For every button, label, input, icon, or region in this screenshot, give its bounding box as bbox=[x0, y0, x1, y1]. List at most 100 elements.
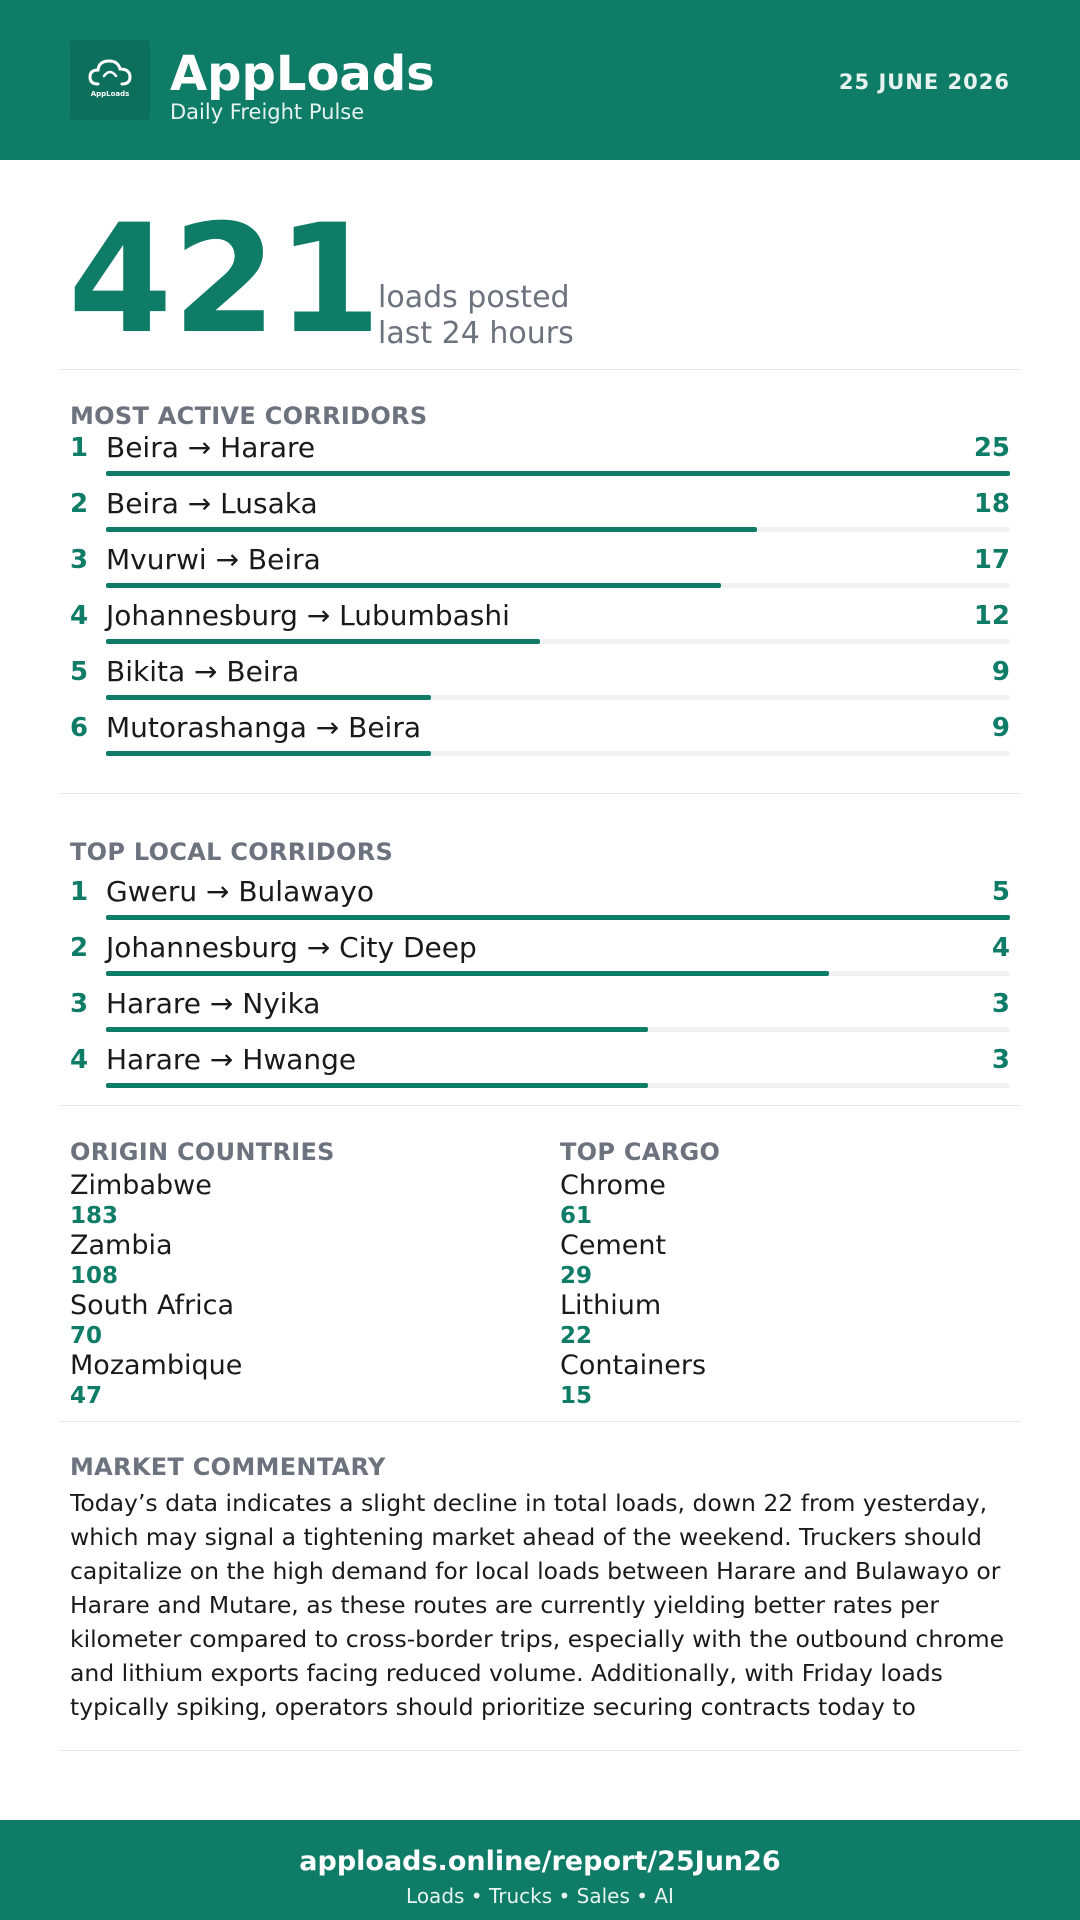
top-local-row: 2 Johannesburg → City Deep 4 bbox=[70, 931, 1010, 989]
bar-track bbox=[106, 583, 1010, 588]
bar-fill bbox=[106, 915, 1010, 920]
bar-track bbox=[106, 751, 1010, 756]
cargo-type-name: Cement bbox=[560, 1230, 667, 1261]
report-url-link[interactable]: apploads.online/report/25Jun26 bbox=[299, 1846, 781, 1877]
rank-number: 6 bbox=[70, 713, 89, 743]
corridor-count: 3 bbox=[991, 1045, 1010, 1075]
divider bbox=[60, 1750, 1020, 1751]
origin-country-count: 183 bbox=[70, 1203, 119, 1229]
footer-tagline: Loads • Trucks • Sales • AI bbox=[406, 1884, 674, 1908]
corridor-count: 9 bbox=[991, 657, 1010, 687]
corridor-count: 9 bbox=[991, 713, 1010, 743]
origin-country-count: 108 bbox=[70, 1263, 119, 1289]
corridor-count: 18 bbox=[973, 489, 1010, 519]
divider bbox=[60, 369, 1020, 370]
top-cargo-title: TOP CARGO bbox=[560, 1138, 721, 1166]
total-loads-value: 421 bbox=[68, 193, 382, 367]
most-active-row: 6 Mutorashanga → Beira 9 bbox=[70, 711, 1010, 769]
corridor-count: 5 bbox=[991, 877, 1010, 907]
corridor-route: Mutorashanga → Beira bbox=[106, 711, 421, 744]
origin-country-count: 70 bbox=[70, 1323, 103, 1349]
app-logo: AppLoads bbox=[70, 40, 150, 120]
most-active-title: MOST ACTIVE CORRIDORS bbox=[70, 402, 428, 430]
most-active-row: 3 Mvurwi → Beira 17 bbox=[70, 543, 1010, 601]
logo-text: AppLoads bbox=[90, 90, 130, 98]
total-loads-label-line2: last 24 hours bbox=[378, 316, 574, 351]
bar-track bbox=[106, 1027, 1010, 1032]
rank-number: 4 bbox=[70, 1045, 89, 1075]
corridor-route: Harare → Nyika bbox=[106, 987, 321, 1020]
corridor-route: Gweru → Bulawayo bbox=[106, 875, 374, 908]
corridor-route: Beira → Harare bbox=[106, 431, 316, 464]
bar-track bbox=[106, 471, 1010, 476]
rank-number: 1 bbox=[70, 433, 89, 463]
corridor-count: 17 bbox=[973, 545, 1010, 575]
corridor-route: Mvurwi → Beira bbox=[106, 543, 321, 576]
divider bbox=[60, 1105, 1020, 1106]
cloud-icon bbox=[88, 59, 132, 86]
origin-country-count: 47 bbox=[70, 1383, 103, 1409]
commentary-text: Today’s data indicates a slight decline … bbox=[70, 1489, 1005, 1721]
corridor-count: 3 bbox=[991, 989, 1010, 1019]
bar-fill bbox=[106, 471, 1010, 476]
bar-fill bbox=[106, 695, 432, 700]
bar-track bbox=[106, 971, 1010, 976]
bar-track bbox=[106, 527, 1010, 532]
origin-countries-title: ORIGIN COUNTRIES bbox=[70, 1138, 335, 1166]
top-local-row: 4 Harare → Hwange 3 bbox=[70, 1043, 1010, 1101]
cargo-type-count: 15 bbox=[560, 1383, 593, 1409]
corridor-route: Harare → Hwange bbox=[106, 1043, 357, 1076]
bar-fill bbox=[106, 971, 830, 976]
rank-number: 3 bbox=[70, 545, 89, 575]
bar-fill bbox=[106, 527, 757, 532]
cargo-type-name: Containers bbox=[560, 1350, 707, 1381]
top-local-title: TOP LOCAL CORRIDORS bbox=[70, 838, 394, 866]
total-loads-label: loads posted last 24 hours bbox=[378, 280, 574, 352]
bar-track bbox=[106, 639, 1010, 644]
bar-fill bbox=[106, 1083, 649, 1088]
most-active-row: 4 Johannesburg → Lubumbashi 12 bbox=[70, 599, 1010, 657]
commentary-title: MARKET COMMENTARY bbox=[70, 1453, 386, 1481]
brand-name: AppLoads bbox=[170, 46, 435, 102]
cargo-type-name: Chrome bbox=[560, 1170, 666, 1201]
most-active-row: 5 Bikita → Beira 9 bbox=[70, 655, 1010, 713]
most-active-row: 2 Beira → Lusaka 18 bbox=[70, 487, 1010, 545]
divider bbox=[60, 793, 1020, 794]
top-local-row: 1 Gweru → Bulawayo 5 bbox=[70, 875, 1010, 933]
rank-number: 5 bbox=[70, 657, 89, 687]
header-bar: AppLoads AppLoads Daily Freight Pulse 25… bbox=[0, 0, 1080, 160]
cargo-type-count: 22 bbox=[560, 1323, 593, 1349]
rank-number: 4 bbox=[70, 601, 89, 631]
cargo-type-count: 29 bbox=[560, 1263, 593, 1289]
cargo-type-count: 61 bbox=[560, 1203, 593, 1229]
rank-number: 2 bbox=[70, 489, 89, 519]
corridor-route: Bikita → Beira bbox=[106, 655, 300, 688]
bar-fill bbox=[106, 1027, 649, 1032]
bar-track bbox=[106, 915, 1010, 920]
brand-tagline: Daily Freight Pulse bbox=[170, 100, 365, 124]
footer-bar: apploads.online/report/25Jun26 Loads • T… bbox=[0, 1820, 1080, 1920]
bar-fill bbox=[106, 751, 432, 756]
corridor-route: Johannesburg → Lubumbashi bbox=[106, 599, 510, 632]
bar-fill bbox=[106, 583, 721, 588]
corridor-count: 4 bbox=[991, 933, 1010, 963]
corridor-count: 25 bbox=[973, 433, 1010, 463]
top-local-row: 3 Harare → Nyika 3 bbox=[70, 987, 1010, 1045]
rank-number: 3 bbox=[70, 989, 89, 1019]
origin-country-name: Mozambique bbox=[70, 1350, 243, 1381]
bar-track bbox=[106, 1083, 1010, 1088]
origin-country-name: South Africa bbox=[70, 1290, 235, 1321]
divider bbox=[60, 1421, 1020, 1422]
corridor-count: 12 bbox=[973, 601, 1010, 631]
report-date: 25 JUNE 2026 bbox=[838, 70, 1010, 94]
corridor-route: Johannesburg → City Deep bbox=[106, 931, 477, 964]
rank-number: 2 bbox=[70, 933, 89, 963]
cargo-type-name: Lithium bbox=[560, 1290, 662, 1321]
origin-country-name: Zambia bbox=[70, 1230, 173, 1261]
bar-fill bbox=[106, 639, 540, 644]
most-active-row: 1 Beira → Harare 25 bbox=[70, 431, 1010, 489]
origin-country-name: Zimbabwe bbox=[70, 1170, 212, 1201]
top-cargo-list: Chrome 61 Cement 29 Lithium 22 Containers 15 bbox=[560, 1170, 1000, 1410]
bar-track bbox=[106, 695, 1010, 700]
rank-number: 1 bbox=[70, 877, 89, 907]
